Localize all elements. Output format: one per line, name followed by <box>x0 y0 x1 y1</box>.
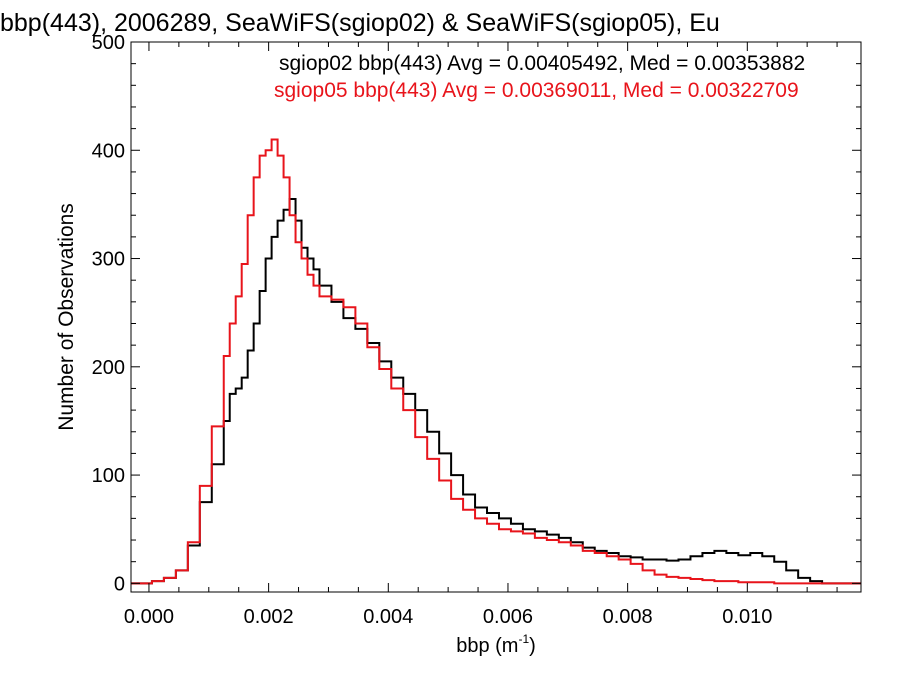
y-tick-label: 300 <box>92 249 125 271</box>
y-tick-label: 500 <box>92 32 125 54</box>
x-axis: 0.000 0.002 0.004 0.006 0.008 0.010 <box>124 42 838 628</box>
x-tick-label: 0.004 <box>363 606 413 628</box>
series-layer <box>131 138 861 585</box>
x-tick-label: 0.010 <box>722 606 772 628</box>
y-tick-label: 100 <box>92 465 125 487</box>
y-tick-label: 0 <box>114 573 125 595</box>
chart-title: bbp(443), 2006289, SeaWiFS(sgiop02) & Se… <box>0 9 720 37</box>
y-tick-label: 200 <box>92 357 125 379</box>
x-axis-label-exponent: -1 <box>518 632 529 646</box>
x-tick-label: 0.006 <box>483 606 533 628</box>
x-axis-label-base: bbp (m <box>456 635 518 657</box>
legend-sgiop05: sgiop05 bbp(443) Avg = 0.00369011, Med =… <box>274 79 799 102</box>
plot-frame <box>130 41 862 593</box>
x-axis-label: bbp (m-1) <box>456 632 536 657</box>
y-axis: 0 100 200 300 400 500 <box>92 32 861 595</box>
x-tick-label: 0.002 <box>244 606 294 628</box>
y-axis-label: Number of Observations <box>55 203 78 431</box>
series-line-sgiop02 <box>131 197 861 585</box>
y-tick-label: 400 <box>92 140 125 162</box>
legend-sgiop02: sgiop02 bbp(443) Avg = 0.00405492, Med =… <box>279 52 805 75</box>
x-tick-label: 0.008 <box>603 606 653 628</box>
x-axis-label-close: ) <box>529 635 536 657</box>
series-line-sgiop05 <box>131 138 861 585</box>
x-tick-label: 0.000 <box>124 606 174 628</box>
